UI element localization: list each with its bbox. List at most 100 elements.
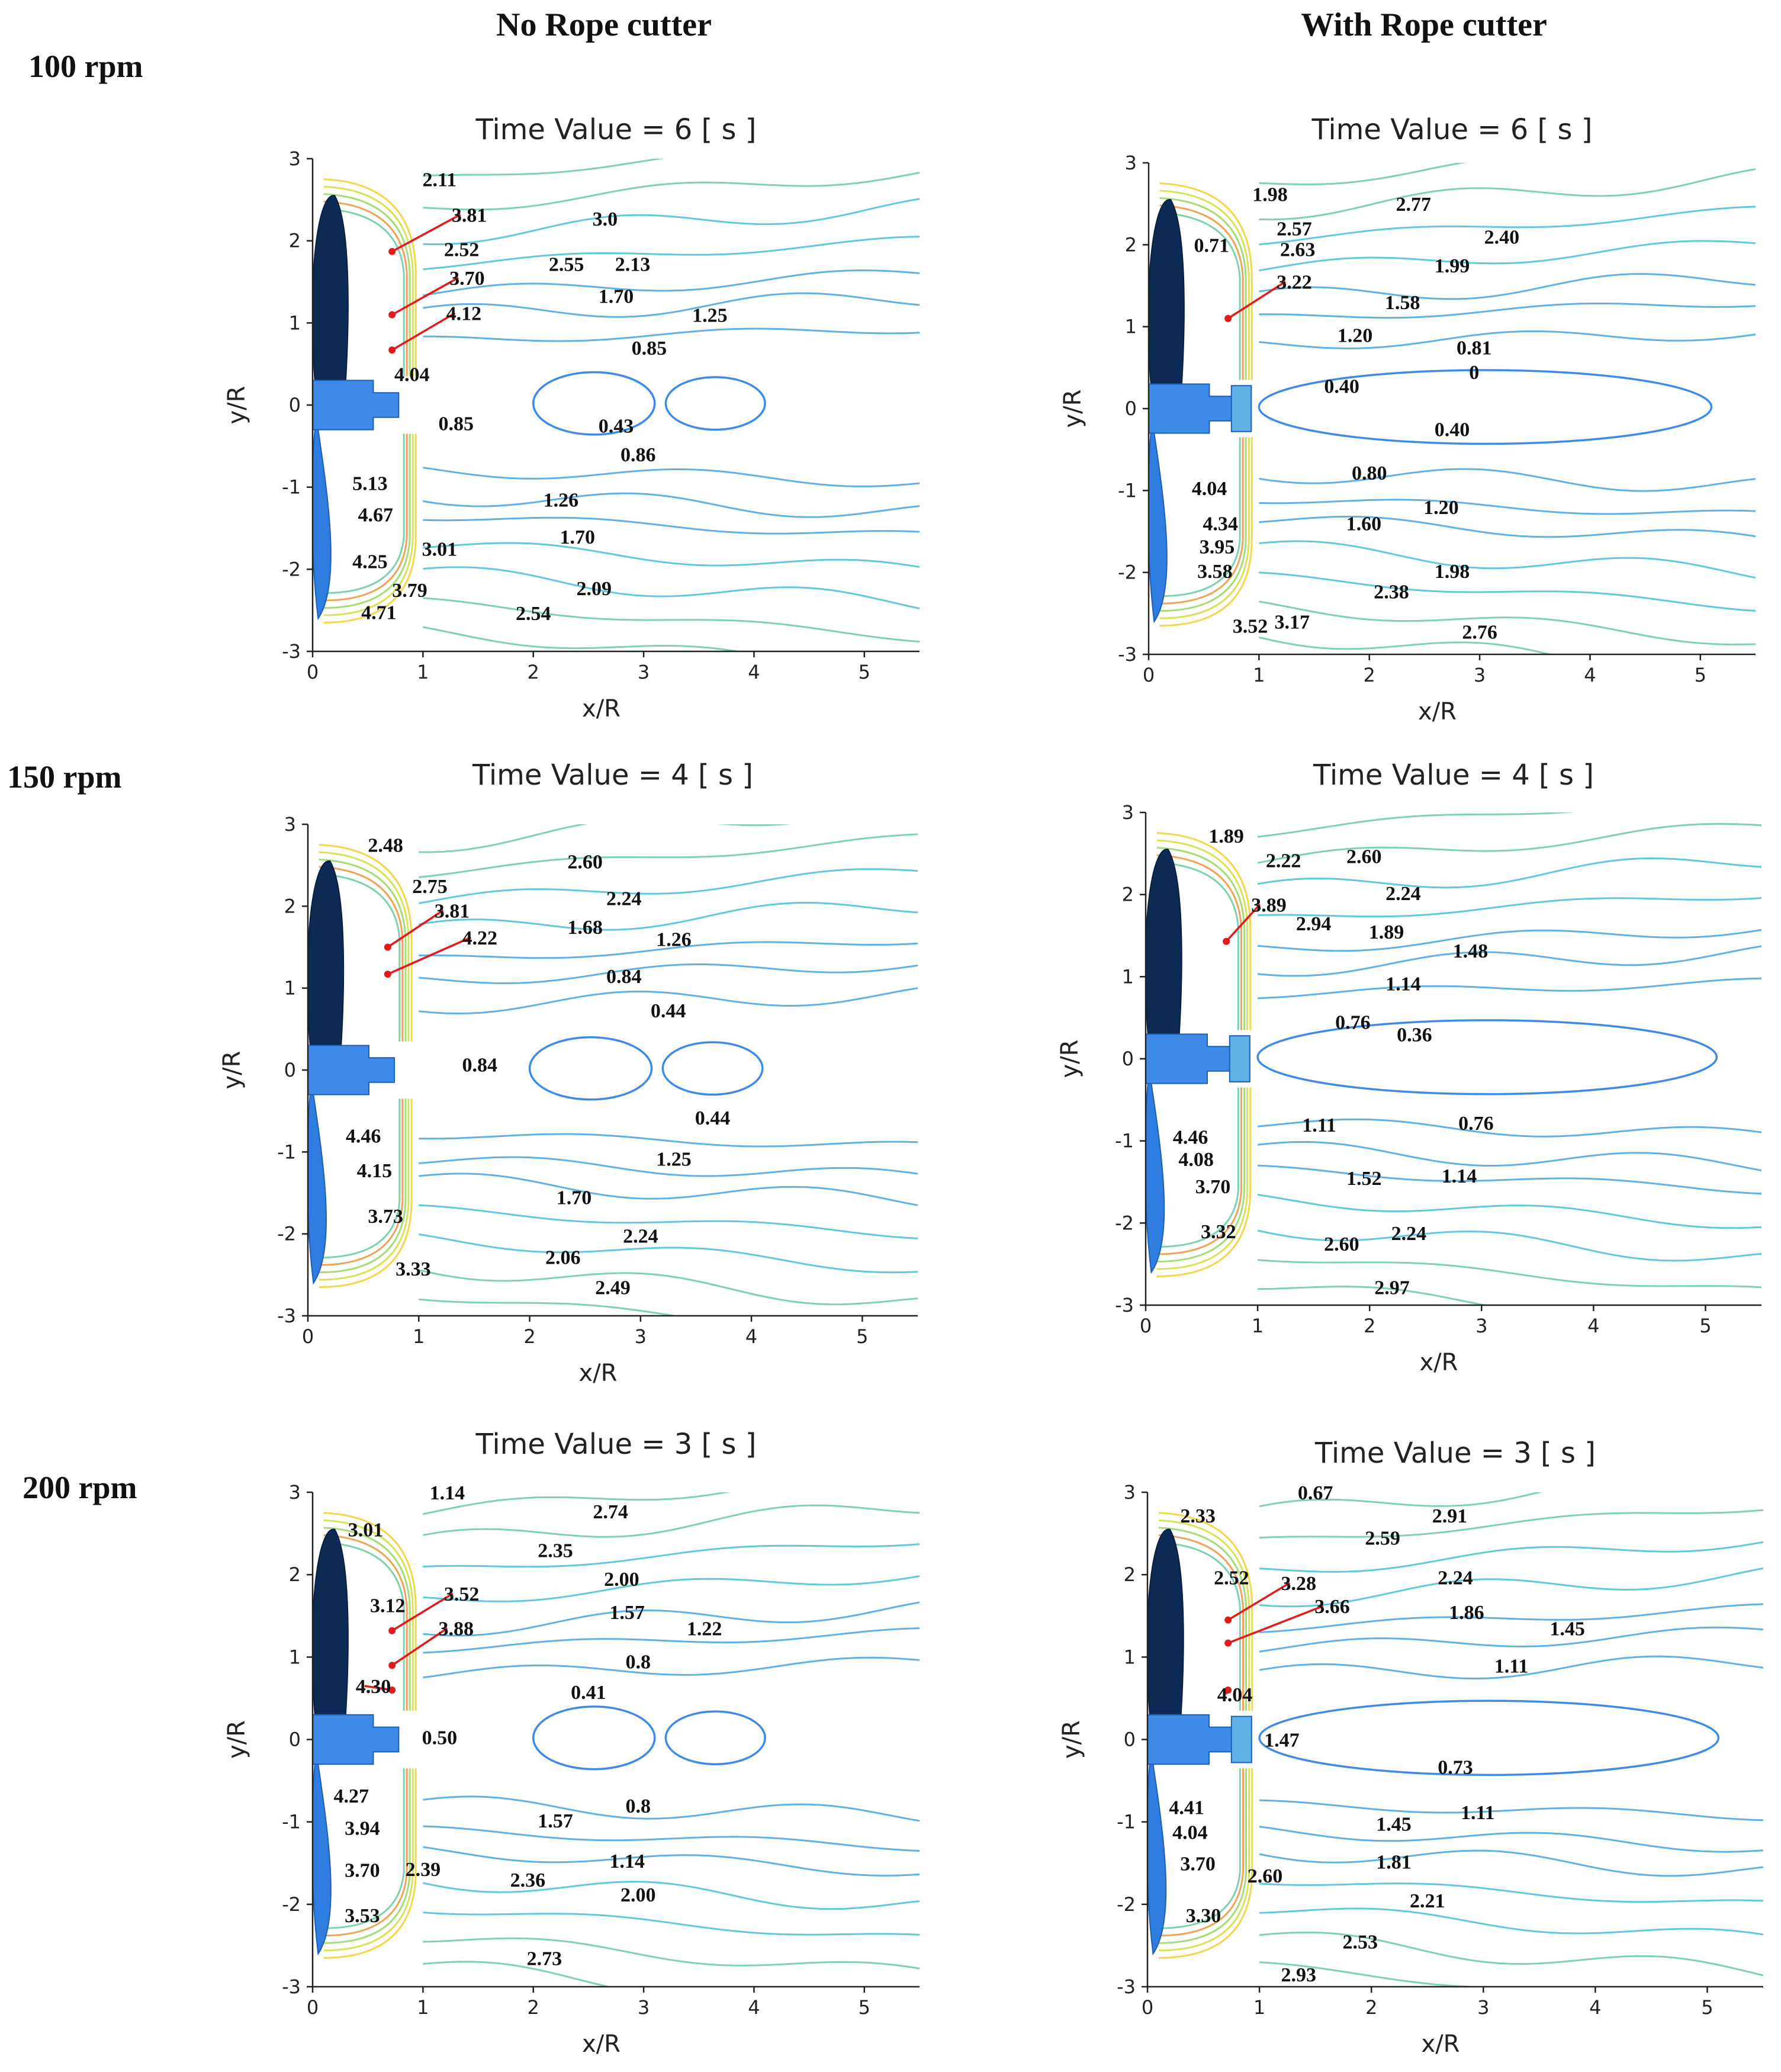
y-tick-label: 3: [289, 147, 301, 170]
contour-value-label: 2.48: [368, 835, 403, 857]
x-axis-label: x/R: [1422, 2031, 1460, 2058]
contour-line: [1258, 897, 1761, 918]
contour-line: [1259, 515, 1756, 538]
near-field-contour: [323, 1541, 405, 1929]
contour-line: [419, 1133, 918, 1148]
contour-value-label: 2.24: [1391, 1223, 1427, 1245]
contour-panel-1: Time Value = 6 [ s ] 0 1 2 3 4 5 3 2 1 0 -1 -2 -3 x/R y…: [1059, 113, 1756, 725]
contour-value-label: 4.34: [1203, 513, 1238, 535]
y-tick-label: 3: [289, 1481, 301, 1504]
y-tick-label: 3: [284, 813, 296, 836]
x-tick-label: 5: [1695, 664, 1706, 686]
contour-value-label: 2.21: [1410, 1890, 1445, 1912]
contour-line: [423, 198, 920, 246]
contour-line: [419, 941, 918, 959]
wake-contour: [664, 1710, 766, 1765]
propeller-blade-upper: [1147, 1528, 1184, 1716]
propeller-blade-lower: [1146, 1082, 1165, 1274]
y-tick-label: 3: [1122, 801, 1134, 824]
near-field-contour: [319, 858, 407, 1274]
x-tick-label: 0: [307, 661, 319, 683]
x-axis-label: x/R: [579, 1360, 618, 1387]
contour-value-label: 2.57: [1277, 219, 1312, 240]
contour-value-label: 1.45: [1376, 1813, 1412, 1835]
contour-value-label: 4.12: [446, 303, 482, 325]
x-tick-label: 0: [1142, 1996, 1153, 2019]
panel-title: Time Value = 4 [ s ]: [472, 759, 753, 792]
contour-value-label: 1.14: [1385, 973, 1421, 995]
contour-value-label: 1.26: [544, 489, 579, 511]
near-field-contour: [1158, 1541, 1241, 1929]
contour-line: [1259, 240, 1756, 272]
y-tick-label: 1: [284, 977, 296, 1000]
y-tick-label: 0: [284, 1059, 296, 1081]
contour-value-label: 1.70: [560, 526, 596, 548]
contour-value-label: 1.47: [1264, 1730, 1300, 1752]
contour-value-label: 2.97: [1374, 1277, 1410, 1299]
contour-field: [308, 824, 918, 1316]
x-tick-label: 0: [302, 1325, 314, 1348]
contour-value-label: 2.94: [1296, 913, 1332, 935]
contour-value-label: 3.01: [348, 1520, 384, 1541]
contour-line: [423, 542, 920, 568]
contour-panel-0: Time Value = 6 [ s ] 0 1 2 3 4 5 3 2 1 0 -1 -2 -3 x/R y…: [223, 113, 920, 722]
contour-line: [419, 1172, 918, 1206]
contour-value-label: 2.00: [604, 1569, 639, 1591]
x-tick-label: 1: [417, 1996, 429, 2019]
contour-value-label: 1.11: [1461, 1802, 1495, 1824]
contour-line: [419, 1298, 680, 1316]
arrow-head: [388, 1627, 396, 1634]
y-tick-label: -2: [282, 558, 301, 580]
contour-value-label: 3.94: [345, 1817, 380, 1839]
contour-line: [419, 833, 918, 878]
x-tick-label: 0: [1143, 664, 1155, 686]
y-tick-label: -2: [282, 1893, 301, 1916]
contour-line: [1259, 1931, 1763, 1977]
panel-title: Time Value = 3 [ s ]: [1314, 1437, 1596, 1470]
contour-line: [423, 1656, 920, 1679]
x-tick-label: 5: [859, 1996, 870, 2019]
x-tick-label: 3: [1477, 1996, 1489, 2019]
contour-line: [1259, 330, 1756, 349]
contour-value-label: 4.30: [356, 1676, 391, 1698]
near-field-contour: [323, 208, 405, 595]
x-tick-label: 5: [856, 1325, 868, 1348]
contour-value-label: 3.01: [422, 539, 458, 561]
x-tick-label: 1: [1253, 1996, 1265, 2019]
annotation-arrow: [391, 277, 459, 316]
contour-line: [419, 1156, 918, 1177]
y-tick-label: -3: [277, 1305, 296, 1327]
contour-line: [1259, 1799, 1763, 1822]
contour-value-label: 0.86: [621, 444, 656, 466]
contour-line: [1259, 1492, 1543, 1508]
contour-line: [423, 1627, 920, 1654]
arrow-head: [1223, 937, 1230, 945]
contour-value-label: 0.85: [439, 413, 474, 435]
near-field-contour: [1159, 189, 1250, 619]
contour-line: [423, 1575, 920, 1602]
contour-line: [1257, 945, 1761, 977]
contour-line: [1259, 1826, 1763, 1853]
contour-value-label: 1.60: [1346, 513, 1382, 535]
contour-line: [423, 1846, 920, 1877]
near-field-contour: [323, 200, 408, 602]
contour-line: [419, 824, 792, 853]
contour-line: [423, 597, 920, 643]
contour-value-label: 3.79: [392, 580, 427, 602]
contour-value-label: 3.70: [1195, 1176, 1231, 1198]
contour-value-label: 2.74: [593, 1501, 628, 1523]
contour-value-label: 2.60: [567, 851, 603, 873]
propeller-blade-upper: [1149, 199, 1185, 385]
contour-value-label: 1.26: [656, 929, 692, 951]
contour-line: [1258, 1164, 1761, 1195]
contour-value-label: 2.63: [1280, 239, 1316, 261]
contour-line: [1257, 1259, 1761, 1289]
propeller-hub: [1146, 1033, 1234, 1084]
contour-value-label: 0.71: [1194, 234, 1229, 256]
propeller-blade-lower: [313, 1763, 332, 1956]
y-axis-label: y/R: [1058, 1720, 1085, 1759]
y-tick-label: -2: [277, 1223, 296, 1245]
annotation-arrow: [391, 1592, 454, 1632]
contour-value-label: 2.13: [615, 253, 651, 275]
contour-value-label: 3.28: [1281, 1573, 1317, 1595]
